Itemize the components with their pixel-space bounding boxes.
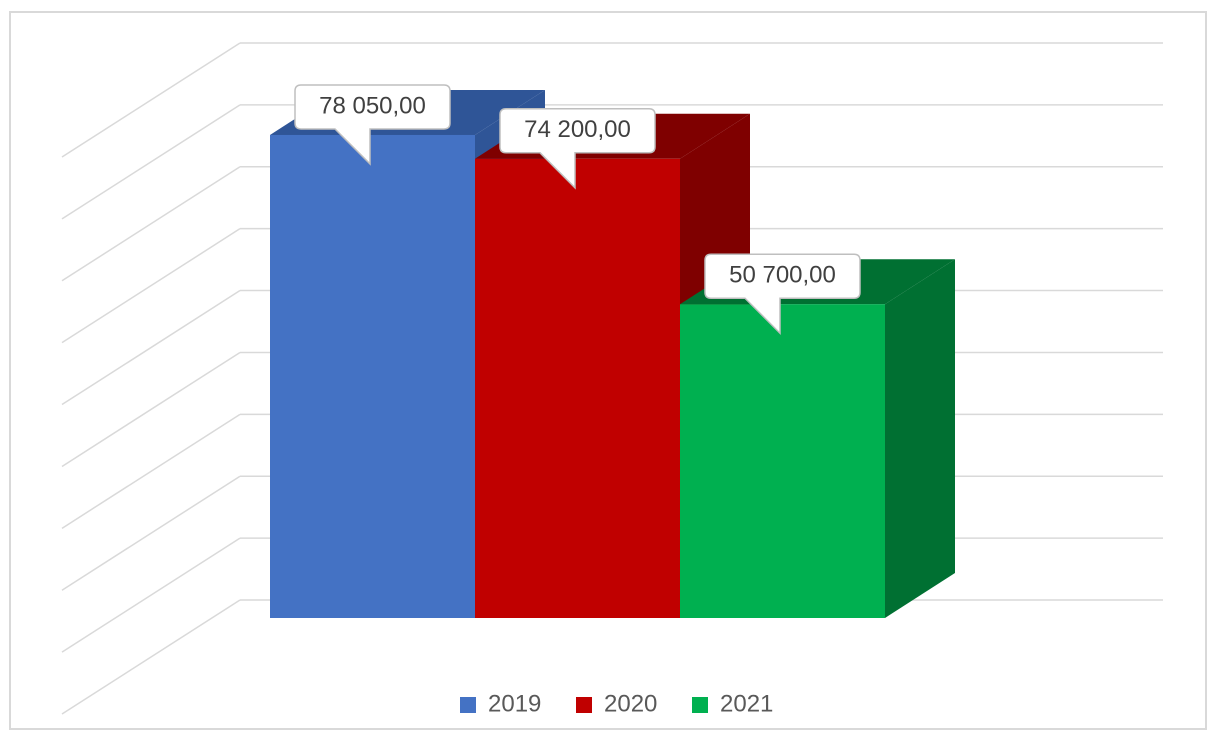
- data-label: 50 700,00: [704, 253, 861, 336]
- grid-line-side: [61, 42, 241, 158]
- grid-line-side: [61, 166, 241, 282]
- legend-label: 2019: [488, 690, 541, 717]
- callout: [499, 108, 656, 190]
- callout: [294, 84, 451, 166]
- bar-front: [680, 304, 885, 618]
- grid-line-side: [61, 351, 241, 468]
- legend-swatch: [692, 697, 708, 713]
- grid-line-side: [61, 104, 241, 220]
- legend-label: 2021: [720, 690, 773, 717]
- data-label-text: 50 700,00: [729, 262, 836, 289]
- callout: [704, 253, 861, 336]
- bar: [680, 259, 955, 618]
- grid-line-side: [61, 413, 241, 529]
- grid-line-side: [61, 475, 241, 591]
- grid-line-side: [61, 599, 241, 715]
- legend-swatch: [460, 697, 476, 713]
- grid-line-side: [61, 537, 241, 653]
- legend-label: 2020: [604, 690, 657, 717]
- grid-line-side: [61, 289, 241, 406]
- grid-line: [61, 42, 1163, 158]
- legend-swatch: [576, 697, 592, 713]
- bar-front: [475, 158, 680, 619]
- data-label-text: 74 200,00: [524, 116, 631, 143]
- data-label: 74 200,00: [499, 108, 656, 190]
- grid-line-side: [61, 228, 241, 344]
- bar-front: [270, 134, 475, 619]
- data-label: 78 050,00: [294, 84, 451, 166]
- bar-side: [885, 259, 955, 618]
- data-label-text: 78 050,00: [319, 92, 426, 119]
